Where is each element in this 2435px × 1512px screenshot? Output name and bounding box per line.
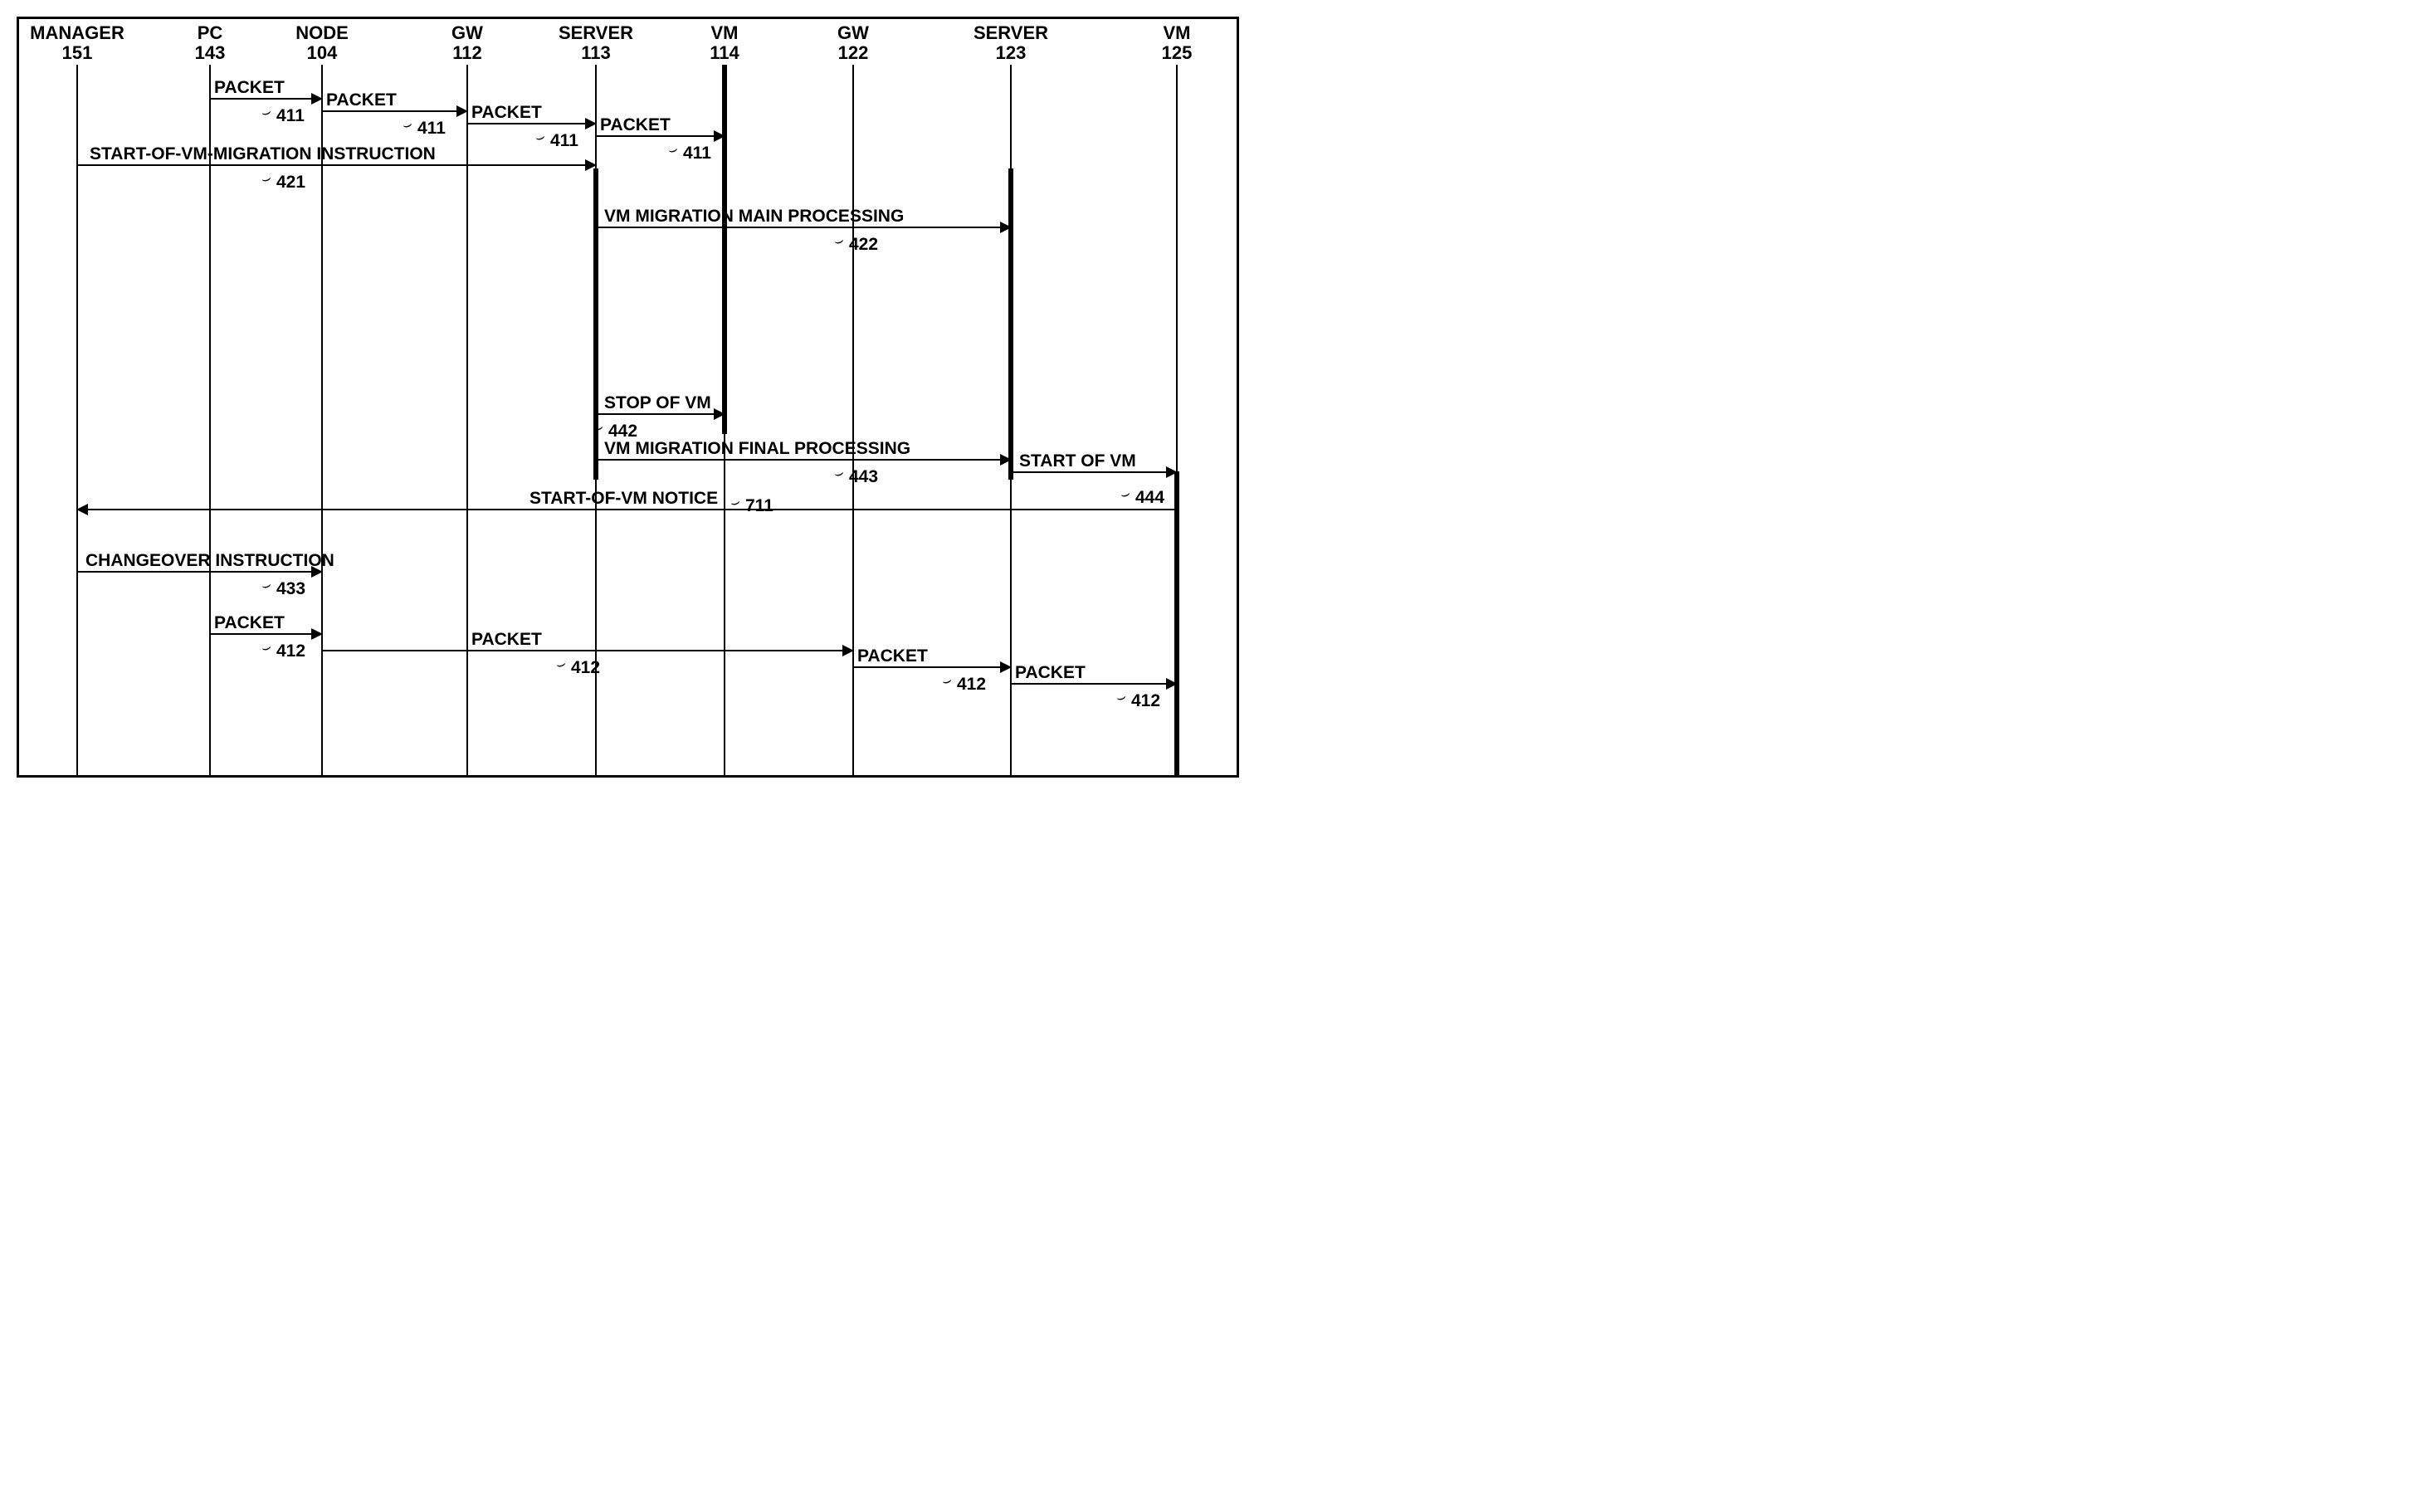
message-arrow	[596, 227, 1011, 228]
message-arrow	[322, 110, 467, 112]
message-label: PACKET	[214, 78, 285, 98]
actor-sub: 151	[30, 43, 124, 63]
message-label: PACKET	[214, 613, 285, 633]
activation-vm1	[722, 65, 727, 434]
actor-name: NODE	[295, 23, 349, 43]
message-label: STOP OF VM	[604, 393, 711, 413]
ref-squiggle: ⌣	[400, 115, 414, 134]
message-ref: 412	[957, 675, 986, 695]
lifeline-gw1	[466, 65, 468, 775]
activation-vm2	[1174, 471, 1179, 775]
message-arrow	[322, 650, 853, 651]
actor-sub: 114	[710, 43, 739, 63]
message-arrow	[77, 164, 596, 166]
actor-name: GW	[451, 23, 483, 43]
message-label: PACKET	[600, 115, 671, 135]
message-ref: 444	[1135, 488, 1164, 508]
message-arrow	[853, 666, 1011, 668]
ref-squiggle: ⌣	[259, 638, 273, 657]
message-ref: 412	[1131, 691, 1160, 711]
ref-squiggle: ⌣	[939, 671, 954, 690]
message-ref: 711	[745, 496, 773, 516]
message-ref: 411	[683, 144, 711, 163]
message-label: PACKET	[1015, 663, 1086, 683]
message-label: CHANGEOVER INSTRUCTION	[85, 551, 334, 571]
actor-header-vm1: VM114	[710, 23, 739, 63]
actor-name: SERVER	[559, 23, 633, 43]
actor-name: VM	[1162, 23, 1193, 43]
ref-squiggle: ⌣	[1118, 485, 1132, 504]
message-arrow	[77, 509, 1177, 510]
ref-squiggle: ⌣	[259, 103, 273, 122]
actor-name: GW	[837, 23, 869, 43]
message-arrow	[596, 413, 725, 415]
lifeline-gw2	[852, 65, 854, 775]
actor-sub: 113	[559, 43, 633, 63]
message-ref: 422	[849, 235, 878, 255]
ref-squiggle: ⌣	[259, 576, 273, 595]
message-ref: 433	[276, 579, 305, 599]
message-label: START OF VM	[1019, 451, 1136, 471]
message-ref: 421	[276, 173, 305, 193]
message-label: PACKET	[471, 630, 542, 650]
lifeline-manager	[76, 65, 78, 775]
message-label: VM MIGRATION MAIN PROCESSING	[604, 207, 904, 227]
message-label: START-OF-VM NOTICE	[529, 489, 718, 509]
message-label: PACKET	[857, 646, 928, 666]
actor-header-gw1: GW112	[451, 23, 483, 63]
message-arrow	[1011, 471, 1177, 473]
sequence-diagram: MANAGER151PC143NODE104GW112SERVER113VM11…	[17, 17, 1239, 778]
message-arrow	[210, 98, 322, 100]
actor-name: MANAGER	[30, 23, 124, 43]
message-ref: 411	[276, 106, 305, 126]
actor-header-gw2: GW122	[837, 23, 869, 63]
message-ref: 411	[417, 119, 446, 139]
message-ref: 443	[849, 467, 878, 487]
message-arrow	[1011, 683, 1177, 685]
message-arrow	[596, 459, 1011, 461]
ref-squiggle: ⌣	[554, 655, 568, 674]
actor-header-manager: MANAGER151	[30, 23, 124, 63]
message-arrow	[467, 123, 596, 124]
actor-header-vm2: VM125	[1162, 23, 1193, 63]
actor-sub: 122	[837, 43, 869, 63]
message-label: PACKET	[326, 90, 397, 110]
actor-header-pc: PC143	[195, 23, 226, 63]
message-ref: 411	[550, 131, 578, 151]
message-ref: 412	[276, 641, 305, 661]
actor-header-server2: SERVER123	[974, 23, 1048, 63]
actor-sub: 104	[295, 43, 349, 63]
actor-sub: 143	[195, 43, 226, 63]
ref-squiggle: ⌣	[259, 169, 273, 188]
message-label: START-OF-VM-MIGRATION INSTRUCTION	[90, 144, 436, 164]
actor-sub: 125	[1162, 43, 1193, 63]
actor-sub: 123	[974, 43, 1048, 63]
message-ref: 412	[571, 658, 600, 678]
ref-squiggle: ⌣	[533, 128, 547, 147]
ref-squiggle: ⌣	[832, 232, 846, 251]
actor-sub: 112	[451, 43, 483, 63]
ref-squiggle: ⌣	[832, 464, 846, 483]
actor-header-server1: SERVER113	[559, 23, 633, 63]
actor-name: VM	[710, 23, 739, 43]
ref-squiggle: ⌣	[1114, 688, 1128, 707]
message-arrow	[596, 135, 725, 137]
ref-squiggle: ⌣	[666, 140, 680, 159]
message-label: VM MIGRATION FINAL PROCESSING	[604, 439, 910, 459]
message-label: PACKET	[471, 103, 542, 123]
message-arrow	[210, 633, 322, 635]
activation-server2	[1008, 168, 1013, 480]
message-arrow	[77, 571, 322, 573]
actor-header-node: NODE104	[295, 23, 349, 63]
actor-name: PC	[195, 23, 226, 43]
lifeline-node	[321, 65, 323, 775]
lifeline-pc	[209, 65, 211, 775]
actor-name: SERVER	[974, 23, 1048, 43]
